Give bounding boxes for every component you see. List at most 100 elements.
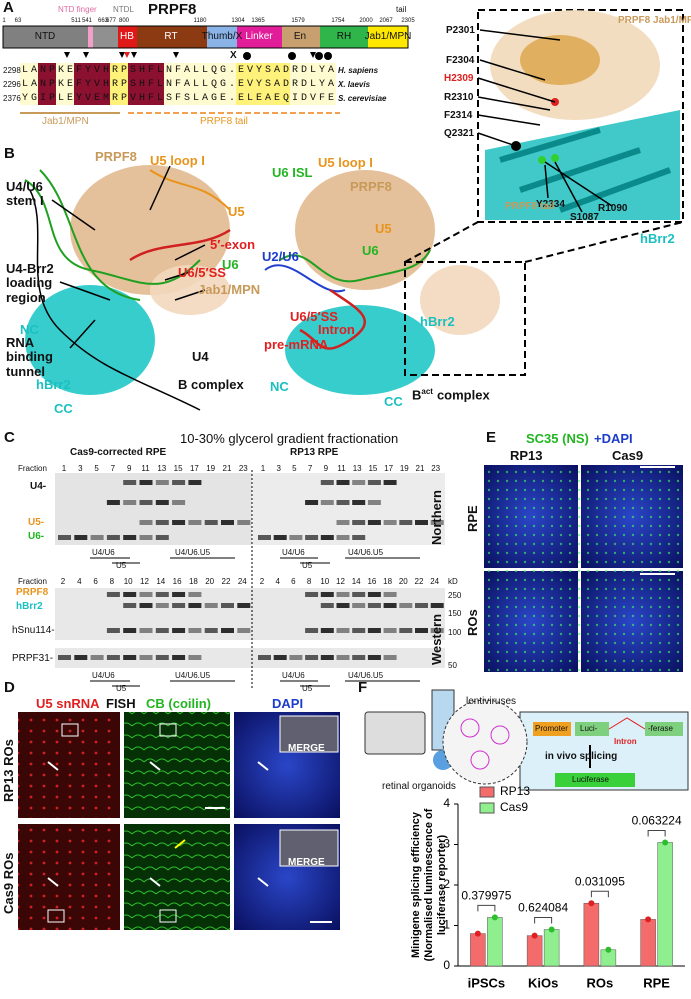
label: CC — [384, 394, 403, 409]
panel-label: E — [486, 429, 497, 446]
band — [430, 628, 444, 633]
band — [106, 628, 120, 633]
band — [123, 592, 137, 597]
label: U6/5′SS — [178, 265, 226, 280]
bar-point — [605, 946, 612, 953]
band — [305, 500, 319, 505]
fraction: 9 — [126, 464, 132, 473]
bar-point — [491, 914, 498, 921]
bact-complex-structure — [264, 170, 684, 395]
sequence: LANPKEFYVHRPSHFLNFALLQG.EVYSADRDLYA — [22, 65, 338, 76]
band — [139, 628, 153, 633]
band — [336, 603, 350, 608]
label: PRPF8 — [16, 587, 49, 598]
band — [172, 520, 186, 525]
fraction: 3 — [78, 464, 83, 473]
band — [123, 480, 137, 485]
band — [415, 628, 428, 633]
significance-bracket — [647, 829, 666, 837]
band — [367, 480, 381, 485]
band — [415, 603, 428, 608]
band — [367, 603, 381, 608]
fraction: 12 — [336, 577, 345, 586]
band — [172, 628, 186, 633]
domain-position: 800 — [118, 18, 130, 24]
fraction: 10 — [123, 577, 133, 586]
label: hBrr2 — [420, 314, 455, 329]
y-axis-title: (Normalised luminescence of — [423, 808, 435, 961]
bar — [657, 842, 673, 967]
domain-position: 677 — [105, 18, 117, 24]
domain-name: Linker — [245, 31, 273, 42]
band — [352, 603, 366, 608]
bar — [583, 902, 600, 967]
band — [106, 500, 120, 505]
column-header: FISH — [106, 696, 136, 711]
band — [352, 655, 366, 660]
label: Fraction — [18, 464, 47, 473]
significance-bracket — [534, 917, 553, 924]
fraction: 23 — [431, 464, 441, 473]
domain-position: 1365 — [251, 18, 265, 24]
band — [237, 628, 251, 633]
sequence: LANPKEFYVHRPSHFLNFALLQG.EVYSADRDLYA — [22, 79, 338, 90]
complex-title: B complex — [178, 377, 244, 392]
band — [352, 500, 366, 505]
label: Jab1/MPN — [198, 282, 261, 297]
label: CC — [54, 401, 73, 416]
fraction-group: U5 — [302, 684, 313, 693]
fraction: 6 — [93, 577, 98, 586]
row-label: ROs — [465, 609, 480, 636]
label: tail — [396, 5, 407, 14]
band — [367, 520, 381, 525]
band — [430, 603, 444, 608]
y-tick-label: 1 — [443, 918, 450, 932]
p-value: 0.063224 — [632, 814, 682, 828]
band — [367, 500, 381, 505]
label: U5 — [228, 204, 245, 219]
significance-bracket — [590, 890, 609, 898]
band — [305, 535, 319, 540]
row-label: RPE — [465, 505, 480, 532]
band — [155, 520, 169, 525]
b-complex-structure — [24, 165, 231, 411]
fraction: 6 — [291, 577, 296, 586]
fraction-group: U4/U6 — [92, 548, 115, 557]
column-header: RP13 — [510, 448, 543, 463]
schematic-label: in vivo splicing — [545, 751, 618, 762]
band — [305, 628, 319, 633]
band — [383, 655, 397, 660]
label: U2/U6 — [262, 249, 299, 264]
label: hBrr2 — [640, 231, 675, 246]
label: U6 — [222, 257, 239, 272]
band — [320, 655, 334, 660]
band — [188, 603, 202, 608]
label: Jab1/MPN — [42, 116, 89, 127]
fraction: 24 — [237, 577, 247, 586]
fraction-group: U4/U6 — [282, 548, 305, 557]
band — [305, 592, 319, 597]
band — [172, 500, 186, 505]
band — [352, 480, 366, 485]
band — [58, 655, 71, 660]
fraction: 12 — [140, 577, 149, 586]
label: MERGE — [288, 743, 325, 754]
label: NC — [20, 322, 39, 337]
band — [139, 520, 153, 525]
title: +DAPI — [594, 431, 633, 446]
title: 10-30% glycerol gradient fractionation — [180, 431, 399, 446]
fraction-group: U5 — [302, 561, 313, 570]
residue-number: 2298 — [3, 66, 21, 75]
label: U5 loop I — [318, 155, 373, 170]
band — [352, 535, 366, 540]
band — [430, 520, 444, 525]
fraction: 17 — [189, 464, 199, 473]
fraction-group: U4/U6.U5 — [175, 671, 211, 680]
label: PRPF8 tail — [505, 201, 555, 212]
title: SC35 (NS) — [526, 431, 589, 446]
panel-label: B — [4, 145, 15, 162]
residue: S1087 — [570, 212, 599, 223]
band — [237, 520, 251, 525]
band — [188, 628, 202, 633]
band — [188, 592, 202, 597]
